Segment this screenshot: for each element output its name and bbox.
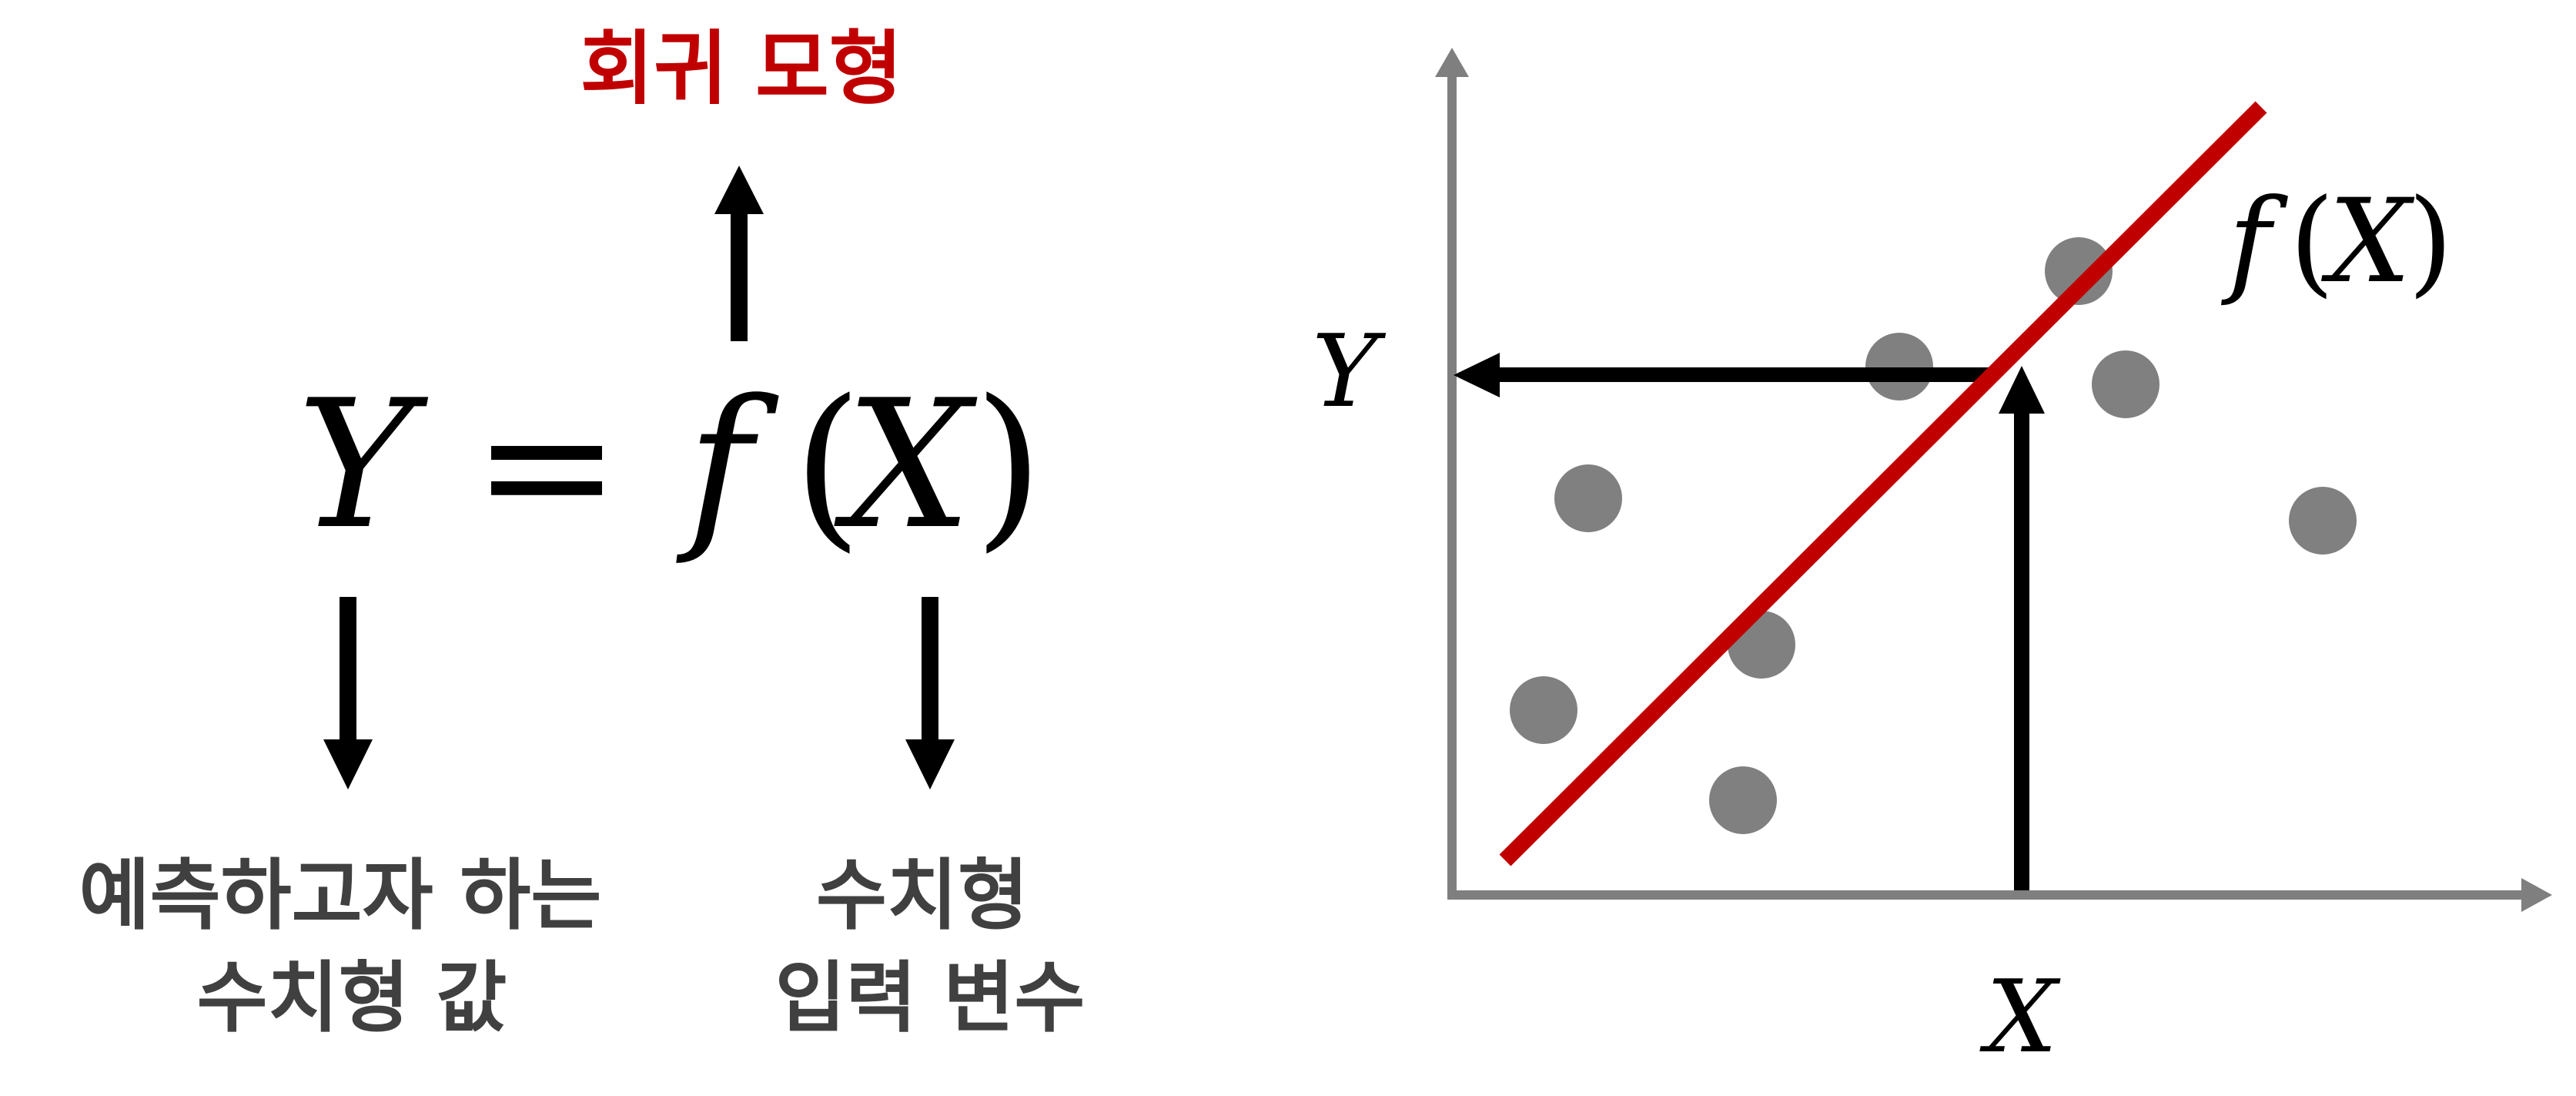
line-to-y-arrow [1454, 353, 1989, 397]
right-panel: f ( X ) Y X [1312, 48, 2552, 1075]
target-label-line2: 수치형 값 [197, 953, 507, 1043]
model-label: 회귀 모형 [580, 22, 903, 116]
scatter-point [1709, 766, 1777, 834]
scatter-points [1510, 237, 2357, 834]
input-label-line1: 수치형 [816, 850, 1029, 940]
scatter-point [1510, 676, 1577, 744]
equation-y: Y [297, 363, 429, 568]
scatter-point [2289, 487, 2357, 555]
scatter-point [2092, 350, 2159, 418]
equation-equals: = [473, 363, 621, 568]
target-label-line1: 예측하고자 하는 [79, 850, 602, 940]
line-label-close-paren: ) [2408, 175, 2454, 309]
line-label-x: X [2321, 175, 2415, 309]
scatter-point [2045, 237, 2113, 305]
y-axis-label: Y [1312, 313, 1387, 430]
equation-open-paren: ( [793, 363, 862, 568]
equation-f: f [675, 363, 779, 568]
equation-close-paren: ) [974, 363, 1043, 568]
regression-line-label: f ( X ) [2220, 175, 2453, 309]
regression-line [1499, 101, 2267, 866]
equation-x: X [834, 363, 978, 568]
scatter-point [1865, 333, 1933, 401]
input-label-line2: 입력 변수 [775, 953, 1086, 1043]
down-arrow-from-y [323, 597, 373, 789]
x-axis-label: X [1979, 958, 2061, 1075]
x-to-line-arrow [1999, 366, 2045, 890]
left-panel: 회귀 모형 Y = f ( X ) 예측하고자 하는 수치형 값 수 [79, 22, 1086, 1043]
line-label-f: f [2220, 175, 2288, 309]
up-arrow-to-model [714, 166, 764, 341]
x-axis [1447, 878, 2552, 912]
line-label-open-paren: ( [2290, 175, 2335, 309]
y-axis [1435, 48, 1469, 900]
equation: Y = f ( X ) [297, 363, 1043, 568]
down-arrow-from-x [905, 597, 955, 789]
scatter-point [1554, 464, 1622, 532]
